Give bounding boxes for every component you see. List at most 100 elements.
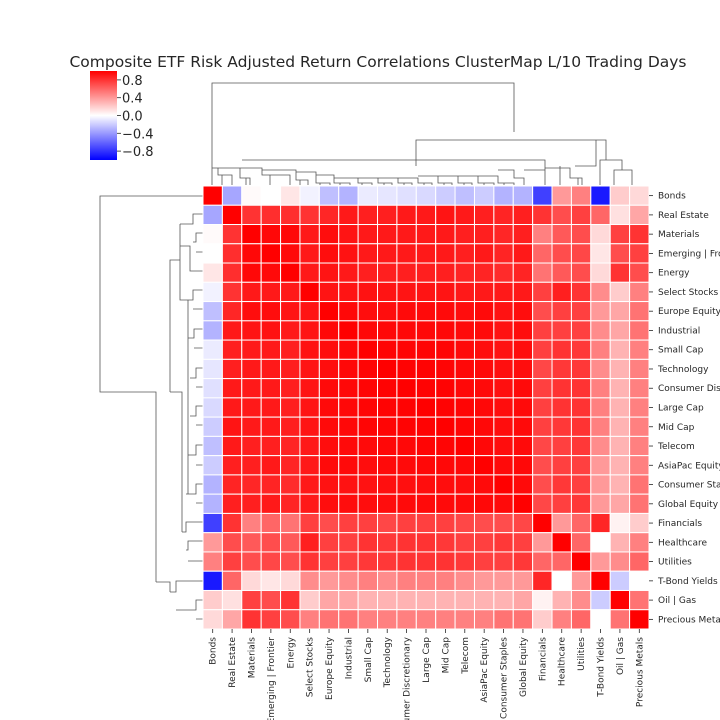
heatmap-cell bbox=[260, 339, 282, 360]
row-tick-label: Technology bbox=[657, 365, 709, 375]
heatmap-cell bbox=[202, 378, 223, 399]
heatmap-cell bbox=[629, 609, 650, 630]
heatmap-cell bbox=[473, 512, 495, 534]
heatmap-cell bbox=[415, 455, 437, 476]
heatmap-cell bbox=[357, 493, 379, 514]
heatmap-cell bbox=[532, 281, 553, 303]
heatmap-cell bbox=[377, 358, 398, 380]
heatmap-cell bbox=[570, 532, 592, 553]
heatmap-cell bbox=[435, 435, 456, 457]
heatmap-cell bbox=[338, 493, 359, 514]
heatmap-cell bbox=[357, 224, 379, 245]
heatmap-cell bbox=[318, 204, 340, 226]
heatmap-cell bbox=[512, 262, 534, 283]
heatmap-cell bbox=[532, 609, 553, 630]
heatmap-cell bbox=[493, 455, 514, 476]
heatmap-cell bbox=[454, 378, 475, 399]
heatmap-cell bbox=[435, 551, 456, 572]
heatmap-cell bbox=[435, 301, 456, 322]
heatmap-cell bbox=[493, 224, 514, 245]
heatmap-cell bbox=[590, 397, 611, 418]
heatmap-cell bbox=[280, 301, 301, 322]
heatmap-cell bbox=[415, 609, 437, 630]
heatmap-cell bbox=[260, 320, 282, 341]
heatmap-cell bbox=[512, 474, 534, 495]
column-tick-label: Financials bbox=[538, 637, 548, 681]
heatmap-cell bbox=[473, 320, 495, 341]
heatmap-cell bbox=[221, 570, 243, 591]
heatmap-cell bbox=[454, 474, 475, 495]
row-tick-labels: Bonds Real Estate Materials Emerging | Fron… bbox=[649, 192, 720, 625]
heatmap-cell bbox=[241, 416, 262, 437]
heatmap-cell bbox=[609, 262, 631, 283]
heatmap-cell bbox=[396, 512, 417, 534]
heatmap-cell bbox=[609, 435, 631, 457]
heatmap-cell bbox=[551, 301, 572, 322]
heatmap-cell bbox=[570, 262, 592, 283]
heatmap-cell bbox=[532, 512, 553, 534]
heatmap-cell bbox=[318, 589, 340, 611]
heatmap-cell bbox=[609, 416, 631, 437]
heatmap-cell bbox=[570, 204, 592, 226]
heatmap-cell bbox=[473, 474, 495, 495]
row-tick-label: Financials bbox=[658, 519, 702, 529]
heatmap-cell bbox=[473, 455, 495, 476]
heatmap-cell bbox=[609, 512, 631, 534]
heatmap-cell bbox=[435, 358, 456, 380]
heatmap-cell bbox=[338, 609, 359, 630]
heatmap-cell bbox=[338, 455, 359, 476]
column-tick-label: Consumer Staples bbox=[500, 637, 510, 719]
heatmap-cell bbox=[609, 339, 631, 360]
heatmap-cell bbox=[532, 224, 553, 245]
heatmap-cell bbox=[338, 589, 359, 611]
heatmap-cell bbox=[221, 397, 243, 418]
heatmap-cell bbox=[415, 243, 437, 264]
heatmap-cell bbox=[590, 512, 611, 534]
heatmap-cell bbox=[241, 589, 262, 611]
heatmap-cell bbox=[241, 455, 262, 476]
heatmap-cell bbox=[454, 301, 475, 322]
heatmap-cell bbox=[202, 589, 223, 611]
heatmap-cell bbox=[299, 474, 320, 495]
heatmap-cell bbox=[454, 243, 475, 264]
heatmap-cell bbox=[512, 589, 534, 611]
heatmap-cell bbox=[532, 435, 553, 457]
heatmap-cell bbox=[338, 185, 359, 206]
heatmap-cell bbox=[318, 339, 340, 360]
heatmap-cell bbox=[609, 397, 631, 418]
heatmap-cell bbox=[260, 493, 282, 514]
heatmap-cell bbox=[609, 609, 631, 630]
heatmap-cell bbox=[299, 551, 320, 572]
heatmap-cell bbox=[512, 204, 534, 226]
column-tick-label: Large Cap bbox=[422, 637, 432, 683]
heatmap-cell bbox=[221, 358, 243, 380]
heatmap-cell bbox=[473, 609, 495, 630]
column-tick-label: Materials bbox=[247, 637, 257, 679]
heatmap-cell bbox=[280, 532, 301, 553]
heatmap-cell bbox=[202, 397, 223, 418]
heatmap-cell bbox=[415, 301, 437, 322]
heatmap-cell bbox=[221, 455, 243, 476]
heatmap-cell bbox=[396, 551, 417, 572]
heatmap-cell bbox=[512, 358, 534, 380]
heatmap-cell bbox=[415, 551, 437, 572]
heatmap-cell bbox=[221, 262, 243, 283]
column-tick-labels: Bonds Real Estate Materials Emerging | Fron… bbox=[209, 629, 645, 720]
heatmap-cell bbox=[493, 474, 514, 495]
row-tick-label: T-Bond Yields bbox=[657, 577, 718, 587]
heatmap-cell bbox=[377, 512, 398, 534]
heatmap-cell bbox=[357, 609, 379, 630]
heatmap-cell bbox=[318, 416, 340, 437]
heatmap-cell bbox=[532, 397, 553, 418]
heatmap-cell bbox=[493, 416, 514, 437]
row-tick-label: Mid Cap bbox=[658, 423, 695, 433]
heatmap-cell bbox=[396, 301, 417, 322]
heatmap-cell bbox=[221, 589, 243, 611]
heatmap-cell bbox=[415, 416, 437, 437]
heatmap-cell bbox=[551, 551, 572, 572]
heatmap-cell bbox=[454, 358, 475, 380]
heatmap-cell bbox=[551, 262, 572, 283]
heatmap-cell bbox=[629, 589, 650, 611]
heatmap-cell bbox=[454, 204, 475, 226]
heatmap-cell bbox=[396, 493, 417, 514]
